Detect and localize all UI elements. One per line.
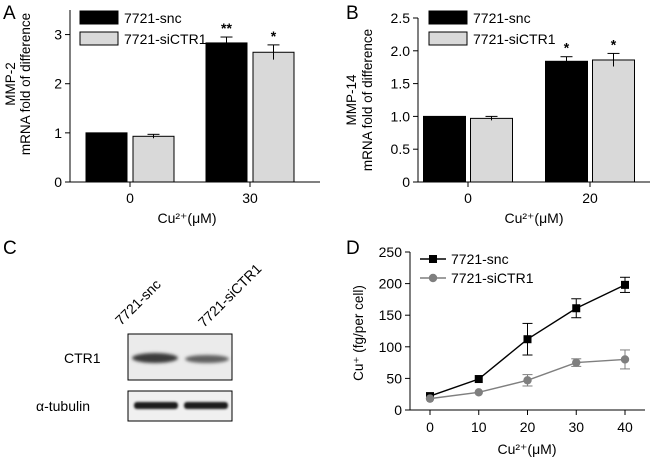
y-axis-title-line2: mRNA fold of difference [360, 29, 375, 171]
ctr1-band-sictr1 [185, 355, 229, 363]
panel-letter-a: A [3, 3, 16, 24]
panel-letter-d: D [346, 238, 360, 259]
bar-sictr1 [470, 117, 513, 183]
legend-label-snc: 7721-snc [473, 10, 531, 26]
legend-label-snc: 7721-snc [124, 10, 182, 26]
y-tick-label: 250 [379, 244, 403, 260]
y-tick-label: 200 [379, 276, 403, 292]
data-point-sictr1 [523, 376, 532, 385]
chart-d-cu-uptake: 0 50 100 150 200 250 0 10 20 30 40 7721-snc 7721-siC… [351, 244, 645, 457]
legend-swatch-snc [79, 10, 119, 25]
legend-label-snc: 7721-snc [451, 251, 509, 267]
tubulin-band-sictr1 [184, 402, 228, 409]
data-point-snc [572, 304, 581, 313]
ctr1-band-snc [132, 353, 178, 363]
x-tick-label: 20 [582, 190, 598, 206]
data-point-sictr1 [425, 394, 435, 403]
tubulin-band-snc [134, 402, 178, 409]
bar-sictr1 [132, 135, 175, 183]
y-axis-title-line1: MMP-2 [3, 62, 18, 106]
data-point-snc [474, 375, 483, 384]
row-label-ctr1: CTR1 [64, 350, 101, 366]
legend-swatch-sictr1 [428, 31, 468, 46]
y-tick-label: 0 [54, 174, 62, 190]
x-tick-label: 40 [617, 419, 633, 435]
x-tick-label: 10 [471, 419, 487, 435]
legend-swatch-sictr1 [79, 31, 119, 46]
significance-marker: ** [221, 20, 232, 36]
y-tick-label: 50 [386, 370, 402, 386]
legend-marker-snc [429, 255, 437, 263]
legend-label-sictr1: 7721-siCTR1 [451, 270, 534, 286]
x-tick-label: 20 [520, 419, 536, 435]
panel-letter-b: B [346, 3, 359, 24]
bar-sictr1 [252, 51, 295, 183]
significance-marker: * [564, 40, 570, 56]
chart-b-mmp14: 0 0.5 1.0 1.5 2.0 2.5 0 20 * * 7721-snc 7721-siCTR1… [344, 10, 650, 226]
bar-snc [205, 42, 248, 183]
bar-sictr1 [592, 59, 635, 183]
y-tick-label: 0.5 [391, 141, 411, 157]
y-tick-label: 3 [54, 27, 62, 43]
y-tick-label: 2.0 [391, 43, 411, 59]
y-tick-label: 1.0 [391, 108, 411, 124]
legend-label-sictr1: 7721-siCTR1 [473, 31, 556, 47]
bar-snc [545, 60, 588, 183]
legend-label-sictr1: 7721-siCTR1 [124, 31, 207, 47]
y-tick-label: 0 [402, 174, 410, 190]
data-point-sictr1 [572, 358, 581, 367]
western-blot: 7721-snc 7721-siCTR1 CTR1 α-tubulin [36, 260, 265, 422]
y-tick-label: 150 [379, 307, 403, 323]
y-tick-label: 1.5 [391, 76, 411, 92]
y-axis-title: Cu⁺ (fg/per cell) [351, 285, 366, 381]
bar-snc [85, 132, 128, 183]
data-point-sictr1 [620, 355, 630, 364]
legend-marker-sictr1 [428, 273, 438, 283]
y-tick-label: 2.5 [391, 10, 411, 26]
lane-label-sictr1: 7721-siCTR1 [195, 260, 265, 330]
y-tick-label: 0 [394, 402, 402, 418]
data-point-sictr1 [474, 388, 483, 397]
x-axis-title: Cu²⁺(μM) [157, 210, 216, 226]
legend-swatch-snc [428, 10, 468, 25]
data-point-snc [523, 335, 532, 344]
x-axis-title: Cu²⁺(μM) [497, 441, 556, 457]
x-tick-label: 0 [126, 190, 134, 206]
lane-label-snc: 7721-snc [112, 276, 164, 328]
x-tick-label: 0 [464, 190, 472, 206]
x-tick-label: 30 [568, 419, 584, 435]
significance-marker: * [611, 36, 617, 52]
y-axis-title-line2: mRNA fold of difference [18, 13, 33, 155]
x-axis-title: Cu²⁺(μM) [504, 210, 563, 226]
bar-snc [423, 115, 466, 183]
y-tick-label: 2 [54, 76, 62, 92]
x-tick-label: 30 [242, 190, 258, 206]
y-axis-title-line1: MMP-14 [344, 74, 359, 125]
x-tick-label: 0 [426, 419, 434, 435]
data-point-snc [621, 280, 629, 289]
panel-letter-c: C [3, 238, 17, 259]
y-tick-label: 100 [379, 339, 403, 355]
significance-marker: * [271, 28, 277, 44]
row-label-tubulin: α-tubulin [36, 398, 90, 414]
y-tick-label: 1 [54, 125, 62, 141]
